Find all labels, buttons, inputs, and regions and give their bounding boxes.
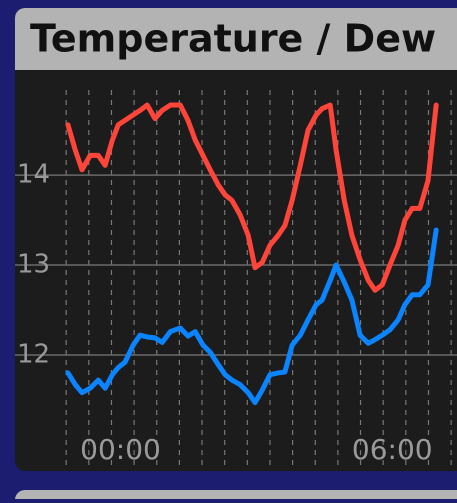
- card: Temperature / Dew 12 13 14 00:00 06:00: [15, 8, 457, 471]
- y-tick-label: 13: [17, 250, 50, 280]
- next-card: [15, 490, 457, 503]
- y-tick-label: 14: [17, 160, 50, 190]
- series-line: [65, 102, 439, 293]
- chart-title: Temperature / Dew: [30, 17, 436, 61]
- card-header: [15, 8, 457, 70]
- x-tick-label: 06:00: [352, 433, 433, 466]
- card-body: [15, 8, 457, 471]
- y-tick-label: 12: [17, 339, 50, 369]
- x-tick-label: 00:00: [80, 433, 161, 466]
- series-line: [65, 227, 439, 406]
